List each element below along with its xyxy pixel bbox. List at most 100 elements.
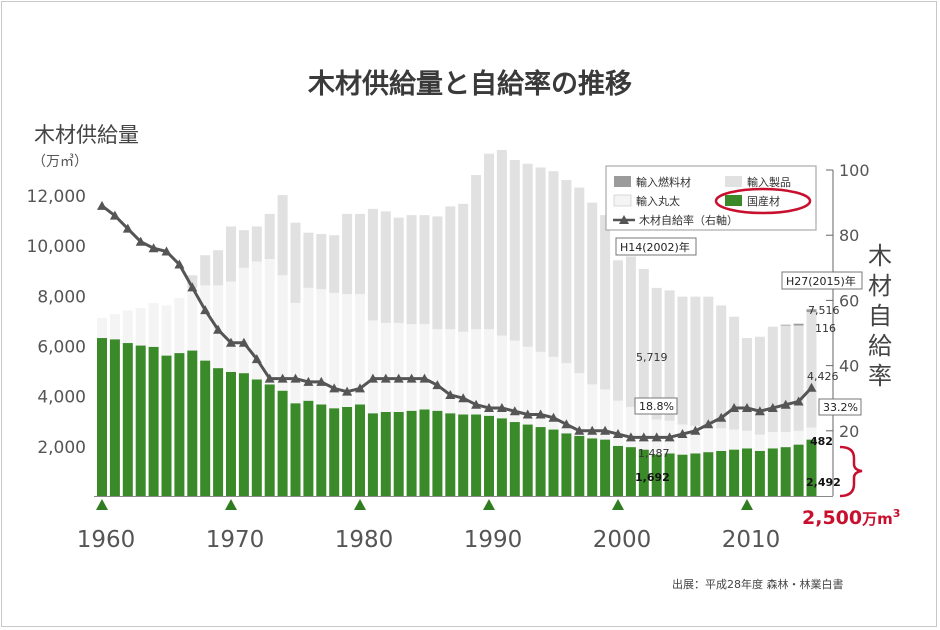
x-axis-marker [483, 499, 495, 510]
bar-import-products [509, 159, 520, 341]
bar-import-fuel [793, 323, 804, 326]
bar-import-logs [122, 310, 133, 344]
rate-marker [226, 337, 236, 347]
left-axis-unit: （万㎥） [32, 154, 88, 170]
rate-marker [677, 429, 688, 439]
left-tick-label: 8,000 [37, 287, 86, 307]
bar-import-logs [174, 297, 185, 354]
bar-domestic [613, 445, 623, 496]
bar-import-products [754, 336, 765, 435]
bar-domestic [445, 413, 456, 496]
right-tick-label: 80 [839, 226, 859, 245]
rate-2015-box [818, 398, 862, 416]
bar-import-products [613, 260, 623, 401]
legend-label-fuel: 輸入燃料材 [636, 175, 691, 189]
bar-import-logs [342, 294, 353, 407]
bar-domestic [393, 411, 404, 496]
value-116: 116 [815, 322, 836, 335]
bar-domestic [690, 453, 701, 496]
bar-import-logs [445, 329, 456, 414]
bar-domestic [496, 418, 507, 496]
rate-marker [380, 373, 391, 383]
bar-import-products [432, 216, 443, 330]
x-tick-label: 1970 [206, 527, 265, 553]
rate-marker [109, 210, 120, 220]
bar-import-logs [742, 430, 752, 449]
rate-marker [290, 373, 301, 383]
value-482: 482 [810, 435, 833, 448]
annotations: H14(2002)年 H27(2015)年 5,719 18.8% 1,487 … [615, 237, 900, 529]
legend-label-logs: 輸入丸太 [636, 194, 680, 208]
rate-marker [97, 200, 107, 210]
bar-import-products [277, 195, 288, 276]
bar-import-products [767, 326, 778, 433]
bar-domestic [767, 448, 778, 496]
bar-domestic [716, 450, 727, 496]
bar-import-products [664, 290, 675, 421]
right-tick-label: 40 [839, 357, 859, 376]
bar-import-logs [561, 363, 572, 434]
bar-domestic [290, 403, 301, 496]
rate-marker [174, 259, 185, 269]
bar-import-logs [109, 314, 120, 340]
rate-2002-box [634, 397, 678, 415]
right-axis-label-char: 自 [868, 302, 892, 330]
x-axis-marker [354, 499, 366, 510]
bar-domestic [587, 438, 598, 496]
bar-import-logs [484, 329, 494, 416]
bar-import-logs [148, 302, 159, 347]
rate-marker [600, 425, 611, 435]
rate-marker [638, 432, 649, 442]
bar-import-products [793, 325, 804, 431]
bar-import-products [238, 230, 249, 268]
bar-import-products [484, 153, 494, 330]
rate-marker [213, 324, 224, 334]
legend-box [605, 165, 817, 231]
bar-domestic [522, 424, 533, 496]
rate-marker [703, 419, 714, 429]
bar-domestic [484, 415, 494, 496]
bar-import-logs [290, 302, 301, 404]
bar-import-logs [600, 389, 611, 440]
bar-domestic [742, 448, 752, 496]
right-axis: 20 40 60 80 100 [826, 161, 870, 496]
rate-marker [484, 402, 494, 412]
bar-import-products [496, 149, 507, 336]
bar-domestic [226, 371, 236, 496]
x-axis-marker [96, 499, 108, 510]
bar-domestic [161, 355, 172, 496]
bar-domestic [316, 404, 327, 496]
bar-import-products [419, 215, 430, 325]
right-axis-label: 木材自給率 [868, 242, 892, 390]
bar-import-logs [471, 329, 482, 415]
bar-import-products [316, 233, 327, 290]
bar-import-logs [432, 329, 443, 411]
x-axis-marker [741, 499, 753, 510]
left-tick-label: 10,000 [27, 237, 86, 257]
bar-import-logs [251, 261, 262, 380]
rate-marker [367, 373, 378, 383]
rate-marker [716, 412, 727, 422]
bar-domestic [277, 390, 288, 496]
rate-marker [342, 386, 353, 396]
rate-marker [625, 432, 636, 442]
h27-label-box [781, 271, 863, 290]
bar-import-logs [226, 281, 236, 372]
right-axis-label-char: 材 [868, 272, 892, 300]
bar-import-logs [355, 294, 365, 405]
rate-marker [406, 373, 417, 383]
bar-import-logs [806, 427, 817, 440]
bar-import-logs [767, 432, 778, 449]
bar-domestic [561, 433, 572, 496]
bar-import-products [729, 316, 740, 430]
bar-import-products [638, 268, 649, 413]
value-5719: 5,719 [636, 351, 668, 364]
highlight-number: 2,500 [802, 507, 862, 529]
bar-import-logs [238, 267, 249, 374]
rate-marker [690, 425, 701, 435]
bar-import-fuel [780, 324, 791, 326]
bar-domestic [135, 345, 146, 496]
legend-highlight-ellipse [714, 187, 812, 215]
bar-import-logs [703, 427, 714, 453]
